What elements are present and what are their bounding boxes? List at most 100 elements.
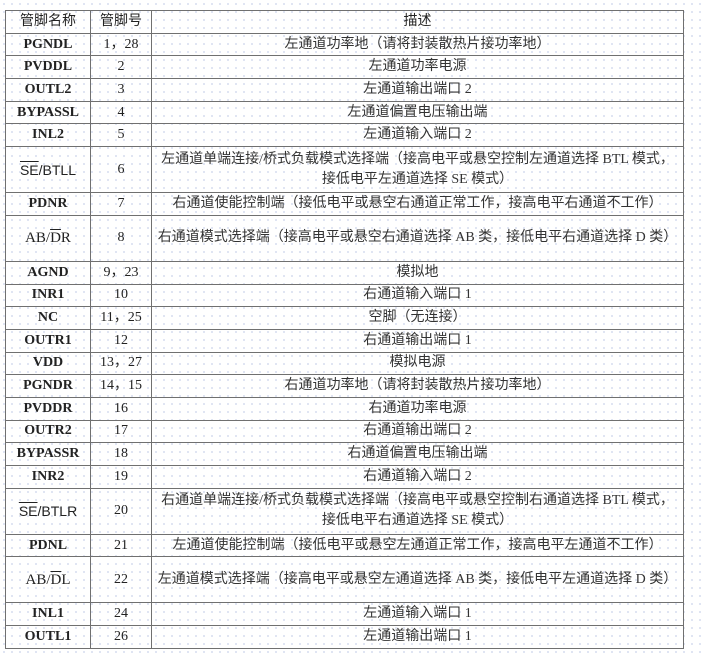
pin-name-pre: AB/ — [25, 571, 51, 588]
pin-name: OUTL2 — [5, 78, 91, 102]
pin-name-post: L — [61, 571, 71, 588]
description-line: 右通道功率地（请将封装散热片接功率地） — [284, 378, 551, 394]
pin-name: NC — [5, 306, 91, 330]
pin-description: 右通道功率地（请将封装散热片接功率地） — [151, 374, 684, 398]
header-pin-number: 管脚号 — [90, 10, 152, 34]
description-line: 左通道输出端口 2 — [363, 81, 472, 97]
pin-name: AGND — [5, 260, 91, 285]
pin-description: 左通道偏置电压输出端 — [151, 100, 684, 125]
table-row: OUTL1 26 左通道输出端口 1 — [5, 625, 684, 649]
pin-name-pre: INL2 — [32, 127, 64, 143]
pin-name: PDNL — [5, 533, 91, 558]
pin-name-pre: PGNDL — [23, 36, 73, 52]
pin-number: 20 — [90, 487, 152, 535]
table-row: PGNDR 14，15 右通道功率地（请将封装散热片接功率地） — [5, 374, 684, 398]
pin-description: 右通道功率电源 — [151, 396, 684, 421]
pin-name: INR1 — [5, 283, 91, 308]
pin-description: 左通道输出端口 2 — [151, 78, 684, 102]
pin-number: 14，15 — [90, 374, 152, 398]
pin-number: 5 — [90, 123, 152, 148]
pin-number: 7 — [90, 192, 152, 216]
pin-number: 11，25 — [90, 306, 152, 330]
pin-number: 6 — [90, 146, 152, 194]
table-row: BYPASSL 4 左通道偏置电压输出端 — [5, 100, 684, 125]
description-line: 右通道偏置电压输出端 — [347, 446, 488, 462]
pin-name-overline: D — [50, 571, 62, 588]
pin-name: OUTL1 — [5, 625, 91, 649]
pin-name-post: R — [60, 230, 71, 247]
pin-name: BYPASSR — [5, 442, 91, 466]
table-row: INL1 24 左通道输入端口 1 — [5, 602, 684, 627]
pin-name-overline: SE — [19, 161, 39, 178]
pin-name: AB/DR — [5, 214, 91, 262]
pin-number: 2 — [90, 55, 152, 80]
pin-number: 21 — [90, 533, 152, 558]
pin-number: 8 — [90, 214, 152, 262]
pin-number: 18 — [90, 442, 152, 466]
description-line: 右通道功率电源 — [368, 400, 467, 416]
pin-description: 左通道功率电源 — [151, 55, 684, 80]
table-row: PVDDL 2 左通道功率电源 — [5, 55, 684, 80]
table-row: AB/DR 8 右通道模式选择端（接高电平或悬空右通道选择 AB 类，接低电平右通道… — [5, 214, 684, 262]
pin-name-pre: AB/ — [25, 230, 51, 247]
table-row: BYPASSR 18 右通道偏置电压输出端 — [5, 442, 684, 466]
table-row: INR2 19 右通道输入端口 2 — [5, 465, 684, 489]
header-pin-name: 管脚名称 — [5, 10, 91, 34]
table-row: PDNL 21 左通道使能控制端（接低电平或悬空左通道正常工作，接高电平左通道不工作… — [5, 533, 684, 558]
pin-name-pre: OUTL1 — [24, 628, 72, 644]
pin-name: AB/DL — [5, 556, 91, 604]
pin-number: 9，23 — [90, 260, 152, 285]
pin-name: OUTR2 — [5, 419, 91, 444]
pin-description: 右通道输入端口 1 — [151, 283, 684, 308]
pin-description-table: 管脚名称 管脚号 描述 PGNDL 1，28 左通道功率地（请将封装散热片接功率地）… — [5, 10, 684, 649]
pin-name-pre: PGNDR — [23, 378, 73, 394]
pin-name: PVDDR — [5, 396, 91, 421]
table-row: INR1 10 右通道输入端口 1 — [5, 283, 684, 308]
pin-name-pre: AGND — [27, 264, 69, 280]
pin-name-overline: SE — [18, 503, 38, 520]
pin-name: PVDDL — [5, 55, 91, 80]
table-row: PGNDL 1，28 左通道功率地（请将封装散热片接功率地） — [5, 32, 684, 57]
pin-description: 模拟地 — [151, 260, 684, 285]
pin-number: 4 — [90, 100, 152, 125]
pin-number: 19 — [90, 465, 152, 489]
description-line: 左通道功率地（请将封装散热片接功率地） — [284, 36, 551, 52]
header-description: 描述 — [151, 10, 684, 34]
table-row: VDD 13，27 模拟电源 — [5, 351, 684, 376]
table-row: OUTL2 3 左通道输出端口 2 — [5, 78, 684, 102]
pin-number: 10 — [90, 283, 152, 308]
pin-description: 右通道模式选择端（接高电平或悬空右通道选择 AB 类，接低电平右通道选择 D 类… — [151, 214, 684, 262]
description-line-2: 接低电平右通道选择 SE 模式） — [321, 513, 514, 529]
pin-description: 左通道使能控制端（接低电平或悬空左通道正常工作，接高电平左通道不工作） — [151, 533, 684, 558]
pin-name-post: /BTLR — [37, 503, 78, 520]
description-line: 左通道输入端口 1 — [363, 606, 472, 622]
description-line: 左通道单端连接/桥式负载模式选择端（接高电平或悬空控制左通道选择 BTL 模式， — [161, 151, 674, 167]
description-line: 右通道单端连接/桥式负载模式选择端（接高电平或悬空控制右通道选择 BTL 模式， — [161, 493, 674, 509]
pin-name-pre: VDD — [32, 355, 64, 371]
table-row: AGND 9，23 模拟地 — [5, 260, 684, 285]
description-line: 左通道输入端口 2 — [363, 127, 472, 143]
description-line: 右通道模式选择端（接高电平或悬空右通道选择 AB 类，接低电平右通道选择 D 类… — [157, 230, 678, 246]
description-line: 左通道模式选择端（接高电平或悬空左通道选择 AB 类，接低电平左通道选择 D 类… — [157, 571, 678, 587]
pin-number: 26 — [90, 625, 152, 649]
pin-number: 24 — [90, 602, 152, 627]
pin-name-overline: D — [50, 230, 61, 247]
pin-name-pre: OUTL2 — [24, 81, 72, 97]
pin-name-pre: PVDDR — [23, 400, 73, 416]
pin-name-pre: INR2 — [31, 468, 65, 484]
pin-number: 3 — [90, 78, 152, 102]
table-row: OUTR2 17 右通道输出端口 2 — [5, 419, 684, 444]
pin-description: 左通道输出端口 1 — [151, 625, 684, 649]
pin-description: 右通道偏置电压输出端 — [151, 442, 684, 466]
pin-number: 1，28 — [90, 32, 152, 57]
table-row: SE/BTLL 6 左通道单端连接/桥式负载模式选择端（接高电平或悬空控制左通道选择… — [5, 146, 684, 194]
pin-name-pre: INL1 — [32, 606, 64, 622]
pin-name-post: /BTLL — [38, 161, 77, 178]
pin-name-pre: PDNL — [28, 537, 68, 553]
pin-name-pre: BYPASSL — [17, 104, 79, 120]
description-line: 左通道功率电源 — [368, 59, 467, 75]
pin-name: PGNDR — [5, 374, 91, 398]
pin-name: PDNR — [5, 192, 91, 216]
pin-name: INL2 — [5, 123, 91, 148]
pin-description: 模拟电源 — [151, 351, 684, 376]
